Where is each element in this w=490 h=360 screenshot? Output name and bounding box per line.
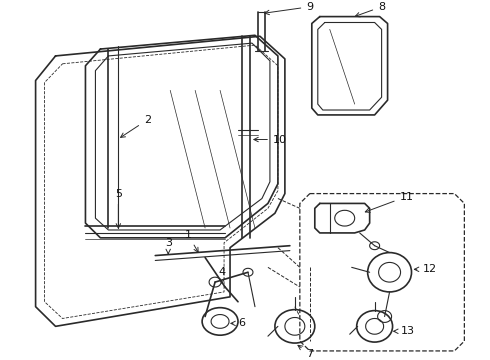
- Text: 2: 2: [121, 115, 151, 138]
- Text: 3: 3: [165, 238, 172, 254]
- Text: 7: 7: [298, 345, 314, 359]
- Text: 13: 13: [393, 326, 415, 336]
- Text: 4: 4: [219, 267, 225, 283]
- Text: 10: 10: [254, 135, 287, 144]
- Text: 11: 11: [365, 192, 414, 212]
- Text: 6: 6: [231, 318, 245, 328]
- Text: 1: 1: [185, 230, 198, 252]
- Text: 5: 5: [115, 189, 122, 228]
- Text: 9: 9: [265, 2, 314, 15]
- Text: 8: 8: [355, 2, 385, 17]
- Text: 12: 12: [415, 264, 437, 274]
